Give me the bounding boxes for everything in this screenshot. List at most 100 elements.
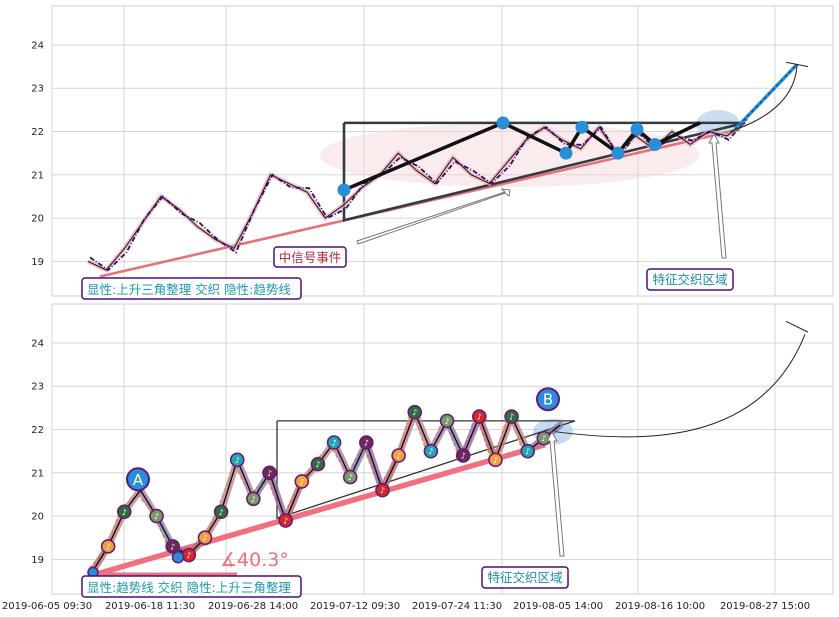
xtick-0: 2019-06-05 09:30 (2, 601, 92, 612)
xtick-5: 2019-08-05 14:00 (513, 601, 603, 612)
p2-marker-a-label: A (133, 471, 144, 489)
p1-summary-label: 显性:上升三角整理 交织 隐性:趋势线 (87, 282, 291, 297)
p2-note-glyph-26: ♪ (509, 413, 514, 422)
p1-swing-marker-6 (630, 122, 644, 136)
p1-projection-cap (785, 61, 809, 68)
p2-note-glyph-21: ♪ (428, 447, 433, 456)
p2-note-marker-4 (149, 508, 164, 524)
p1-center-label-box (273, 246, 347, 268)
p2-note-marker-17 (359, 435, 374, 450)
p2-note-marker-18 (375, 482, 390, 498)
p2-note-marker-19 (391, 448, 406, 463)
p2-note-glyph-11: ♪ (267, 469, 272, 478)
p1-right-label-box (646, 268, 734, 291)
p2-note-marker-10 (246, 491, 261, 507)
p1-projection-curve (729, 64, 798, 132)
p2-note-marker-24 (472, 409, 487, 424)
p1-ascending-triangle (342, 121, 746, 222)
p1-arrow-center (356, 188, 511, 245)
p2-note-glyph-28: ♪ (541, 434, 546, 443)
p1-swing-marker-5 (611, 146, 625, 160)
panel-1-ytick-22: 22 (31, 127, 44, 138)
p2-note-glyph-22: ♪ (444, 417, 449, 426)
p2-note-marker-15 (326, 435, 342, 450)
p2-note-glyph-2: ♪ (122, 508, 127, 517)
panel-2-ytick-19: 19 (31, 555, 44, 566)
p2-note-glyph-13: ♪ (299, 477, 304, 486)
p2-projection-cap (785, 320, 809, 333)
p2-note-marker-1 (100, 539, 116, 554)
p2-note-glyph-1: ♪ (106, 542, 111, 551)
p2-note-glyph-8: ♪ (219, 508, 224, 517)
p2-summary-box (81, 575, 302, 598)
p1-center-label: 中信号事件 (279, 250, 342, 265)
xtick-3: 2019-07-12 09:30 (310, 601, 400, 612)
p2-right-label: 特征交织区域 (487, 570, 562, 585)
p2-note-marker-13 (294, 474, 310, 489)
p1-swing-marker-2 (496, 116, 510, 130)
p2-note-glyph-25: ♪ (493, 456, 498, 465)
p2-marker-a (126, 467, 150, 492)
p1-summary-box (81, 277, 302, 300)
p1-projection-dash (734, 64, 798, 130)
xtick-2: 2019-06-28 14:00 (208, 601, 298, 612)
p2-note-marker-20 (407, 404, 423, 420)
panel-1-ytick-21: 21 (31, 170, 44, 181)
p2-low-marker (171, 550, 185, 564)
p1-swing-marker-3 (559, 146, 573, 160)
p2-summary-label: 显性:趋势线 交织 隐性:上升三角整理 (87, 580, 291, 595)
panel-1-ytick-24: 24 (31, 40, 44, 51)
p2-right-label-box (481, 566, 569, 589)
p1-swing-marker-4 (575, 120, 589, 134)
panel-2-ytick-21: 21 (31, 468, 44, 479)
p2-note-glyph-19: ♪ (396, 451, 401, 460)
p1-right-label: 特征交织区域 (652, 272, 727, 287)
p2-note-glyph-17: ♪ (364, 439, 369, 448)
panel-1-ytick-23: 23 (31, 84, 44, 95)
p2-note-glyph-14: ♪ (315, 460, 320, 469)
p2-note-marker-27 (520, 443, 536, 459)
panel-2-ytick-23: 23 (31, 382, 44, 393)
p2-note-marker-9 (229, 452, 245, 468)
p2-ascending-triangle (276, 420, 576, 520)
p1-arrow-right (708, 132, 727, 259)
p2-note-glyph-9: ♪ (235, 456, 240, 465)
p2-arrow-right (546, 430, 565, 557)
p2-note-glyph-5: ♪ (170, 542, 175, 551)
xtick-6: 2019-08-16 10:00 (615, 601, 705, 612)
panel-2-ytick-22: 22 (31, 425, 44, 436)
p1-swing-marker-7 (648, 138, 662, 152)
p2-projection-curve (554, 334, 806, 438)
p2-note-marker-5 (165, 539, 180, 554)
xtick-7: 2019-08-27 15:00 (720, 601, 810, 612)
p2-note-marker-22 (439, 413, 455, 429)
p2-note-glyph-23: ♪ (461, 451, 466, 460)
p2-note-marker-25 (488, 452, 503, 468)
p2-note-marker-26 (504, 409, 519, 424)
p2-note-glyph-7: ♪ (202, 534, 207, 543)
p2-note-glyph-10: ♪ (251, 495, 256, 504)
p2-note-glyph-16: ♪ (348, 473, 353, 482)
p2-note-marker-16 (342, 469, 358, 485)
xtick-4: 2019-07-24 11:30 (412, 601, 502, 612)
p2-note-marker-11 (262, 465, 277, 481)
panel-1-frame (51, 5, 834, 297)
p2-note-marker-12 (278, 513, 293, 528)
p2-marker-b (536, 387, 560, 412)
p2-note-marker-7 (197, 530, 213, 546)
p2-note-glyph-27: ♪ (525, 447, 530, 456)
p2-note-glyph-15: ♪ (332, 439, 337, 448)
p2-note-glyph-4: ♪ (154, 512, 159, 521)
panel-2-ytick-24: 24 (31, 338, 44, 349)
p1-swing-marker-1 (337, 183, 351, 197)
p2-note-glyph-12: ♪ (283, 516, 288, 525)
p2-note-glyph-20: ♪ (412, 408, 417, 417)
p2-note-marker-2 (116, 504, 132, 520)
p2-note-glyph-18: ♪ (380, 486, 385, 495)
p2-note-glyph-24: ♪ (477, 413, 482, 422)
panel-1-ytick-20: 20 (31, 214, 44, 225)
panel-1-ytick-19: 19 (31, 257, 44, 268)
p2-angle-label: ∡40.3° (220, 549, 289, 571)
panel-2-frame (51, 303, 834, 595)
